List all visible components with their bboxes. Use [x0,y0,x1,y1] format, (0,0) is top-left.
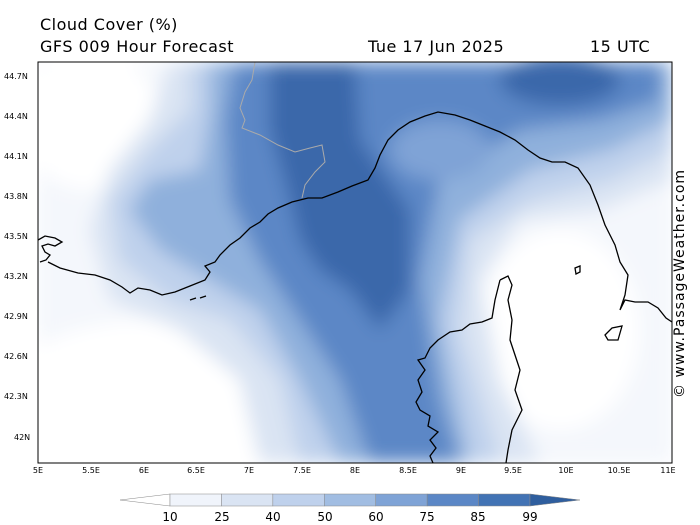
lon-tick-label: 6E [139,466,149,475]
lon-tick-label: 11E [660,466,675,475]
colorbar-segment [272,493,325,507]
cloud-core-north-east [500,62,620,105]
coastline-france-italy [38,111,672,323]
lat-tick-label: 42N [14,433,30,442]
lon-tick-label: 10E [558,466,573,475]
lon-tick-label: 8.5E [399,466,417,475]
cloud-field [38,62,672,463]
lat-tick-label: 43.2N [4,272,28,281]
lat-tick-label: 42.9N [4,312,28,321]
colorbar-segment [221,493,274,507]
forecast-date: Tue 17 Jun 2025 [368,37,505,56]
lat-tick-label: 43.8N [4,192,28,201]
forecast-subtitle: GFS 009 Hour Forecast [40,37,235,56]
clear-zone-east [480,230,640,430]
colorbar-segment [426,493,479,507]
lat-tick-label: 44.4N [4,112,28,121]
cloud-band-99 [270,62,410,330]
colorbar-segment [324,493,376,507]
coastline-corsica [415,275,523,463]
lon-tick-label: 7.5E [293,466,311,475]
colorbar-arrow-right [529,493,581,507]
lon-tick-label: 7E [244,466,254,475]
cloud-pocket-east [390,120,490,180]
colorbar-segment [375,493,428,507]
lat-tick-label: 42.6N [4,352,28,361]
chart-title: Cloud Cover (%) [40,15,178,34]
lat-tick-label: 43.5N [4,232,28,241]
colorbar-segment [478,493,531,507]
colorbar-label: 75 [419,510,434,524]
watermark-text: © www.PassageWeather.com [672,168,688,398]
lon-tick-label: 5E [33,466,43,475]
plot-frame [37,61,673,464]
lat-tick-label: 44.1N [4,152,28,161]
colorbar-label: 10 [162,510,177,524]
colorbar-label: 50 [317,510,332,524]
coastlines [38,111,672,463]
lon-tick-label: 10.5E [608,466,631,475]
lat-tick-label: 42.3N [4,392,28,401]
country-border [239,62,326,199]
coastline-elba-island [574,265,581,275]
forecast-time: 15 UTC [590,37,651,56]
colorbar-label: 25 [214,510,229,524]
colorbar-label: 99 [522,510,537,524]
latitude-axis: 44.7N 44.4N 44.1N 43.8N 43.5N 43.2N 42.9… [4,72,30,442]
coastline-tuscany-bay [604,325,623,341]
coastline-islands [189,295,207,301]
colorbar-label: 60 [368,510,383,524]
lon-tick-label: 9E [456,466,466,475]
lon-tick-label: 8E [350,466,360,475]
longitude-axis: 5E 5.5E 6E 6.5E 7E 7.5E 8E 8.5E 9E 9.5E … [33,466,676,475]
colorbar: 10 25 40 50 60 75 85 99 [119,493,581,524]
colorbar-segment [169,493,222,507]
lon-tick-label: 6.5E [187,466,205,475]
colorbar-arrow-left [119,493,171,507]
lon-tick-label: 9.5E [504,466,522,475]
lon-tick-label: 5.5E [82,466,100,475]
lat-tick-label: 44.7N [4,72,28,81]
colorbar-label: 85 [470,510,485,524]
colorbar-label: 40 [265,510,280,524]
